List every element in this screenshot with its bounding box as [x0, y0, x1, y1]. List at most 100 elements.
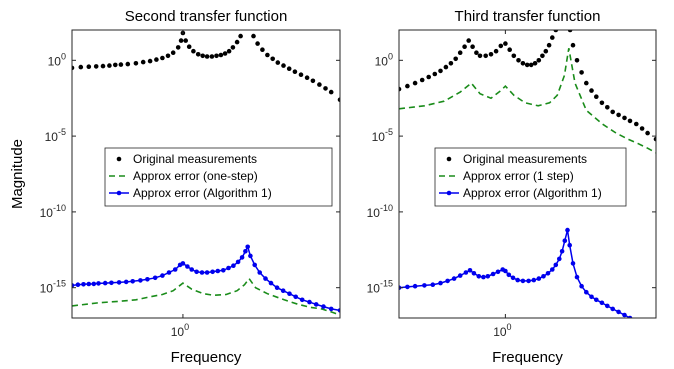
legend-label: Approx error (one-step) — [133, 169, 258, 183]
data-point — [287, 291, 292, 297]
data-point — [313, 302, 319, 307]
data-point — [645, 325, 650, 330]
data-point — [96, 281, 101, 286]
data-point — [426, 74, 432, 80]
data-point — [498, 43, 504, 49]
data-point — [245, 244, 250, 250]
series-line — [72, 244, 340, 312]
data-point — [524, 62, 530, 68]
data-point — [654, 329, 659, 334]
data-point — [476, 274, 482, 279]
data-point — [170, 50, 176, 55]
data-point — [145, 277, 150, 282]
series-1 — [399, 30, 656, 142]
data-point — [130, 279, 135, 284]
data-point — [234, 39, 240, 45]
y-tick-label: 10-10 — [40, 203, 66, 220]
data-point — [281, 63, 286, 68]
data-point — [640, 322, 645, 327]
data-point — [550, 267, 555, 272]
y-tick-label: 10-5 — [45, 127, 66, 144]
data-point — [298, 72, 304, 77]
data-point — [154, 57, 159, 62]
data-point — [263, 276, 268, 281]
legend-label: Original measurements — [133, 152, 257, 166]
data-point — [189, 267, 194, 272]
data-point — [467, 268, 473, 273]
data-point — [584, 80, 589, 86]
data-point — [605, 303, 610, 309]
data-point — [140, 59, 146, 65]
data-point — [457, 50, 463, 55]
data-point — [405, 284, 410, 290]
data-point — [541, 274, 546, 279]
data-point — [274, 285, 280, 291]
data-point — [194, 269, 199, 275]
data-point — [160, 273, 165, 278]
legend-marker — [446, 156, 452, 162]
data-point — [116, 280, 122, 285]
data-point — [463, 270, 469, 275]
data-point — [100, 63, 106, 69]
data-point — [218, 52, 224, 58]
data-point — [102, 280, 108, 286]
y-tick-label: 10-5 — [372, 127, 393, 144]
legend-entry: Approx error (one-step) — [109, 169, 258, 183]
data-point — [511, 53, 517, 59]
data-point — [645, 130, 650, 136]
data-point — [495, 269, 501, 275]
legend-entry: Approx error (Algorithm 1) — [439, 186, 602, 200]
legend-box — [104, 147, 333, 207]
data-point — [109, 280, 114, 286]
data-point — [214, 53, 219, 59]
data-point — [443, 64, 449, 70]
data-point — [438, 280, 443, 286]
data-point — [251, 33, 256, 39]
y-axis-label: Magnitude — [9, 139, 26, 209]
data-point — [536, 276, 542, 281]
data-point — [594, 94, 599, 99]
x-axis-label: Frequency — [492, 349, 563, 366]
data-point — [241, 25, 246, 30]
data-point — [133, 61, 139, 66]
data-point — [321, 304, 326, 309]
data-point — [125, 61, 131, 67]
data-point — [616, 112, 621, 118]
axes-box — [398, 29, 657, 319]
data-point — [323, 86, 328, 91]
data-point — [270, 56, 276, 62]
chart-panel-2: 100 10-5 10-10 10-15 100 Third transfer funct… — [367, 8, 659, 366]
y-tick-label: 10-15 — [40, 279, 66, 296]
data-point — [185, 264, 190, 269]
legend-entry: Approx error (Algorithm 1) — [109, 186, 272, 200]
data-point — [507, 47, 512, 52]
data-point — [75, 282, 81, 288]
data-point — [520, 278, 526, 284]
data-point — [226, 265, 231, 271]
data-point — [474, 50, 479, 55]
data-point — [634, 121, 639, 127]
data-point — [627, 315, 633, 318]
data-point — [553, 30, 559, 33]
data-point — [471, 271, 477, 276]
data-point — [562, 238, 568, 243]
data-point — [260, 47, 265, 52]
plot-area — [399, 30, 659, 334]
data-point — [526, 278, 531, 284]
data-point — [457, 273, 463, 278]
data-point — [634, 319, 639, 324]
data-point — [510, 275, 516, 281]
data-point — [238, 33, 243, 39]
data-point — [248, 25, 253, 30]
data-point — [72, 65, 75, 71]
data-point — [328, 306, 334, 312]
data-point — [230, 45, 236, 50]
data-point — [165, 53, 171, 59]
data-point — [536, 58, 542, 63]
data-point — [559, 249, 565, 254]
data-point — [567, 30, 573, 33]
data-point — [599, 300, 605, 306]
data-point — [470, 44, 475, 49]
data-point — [438, 68, 443, 74]
